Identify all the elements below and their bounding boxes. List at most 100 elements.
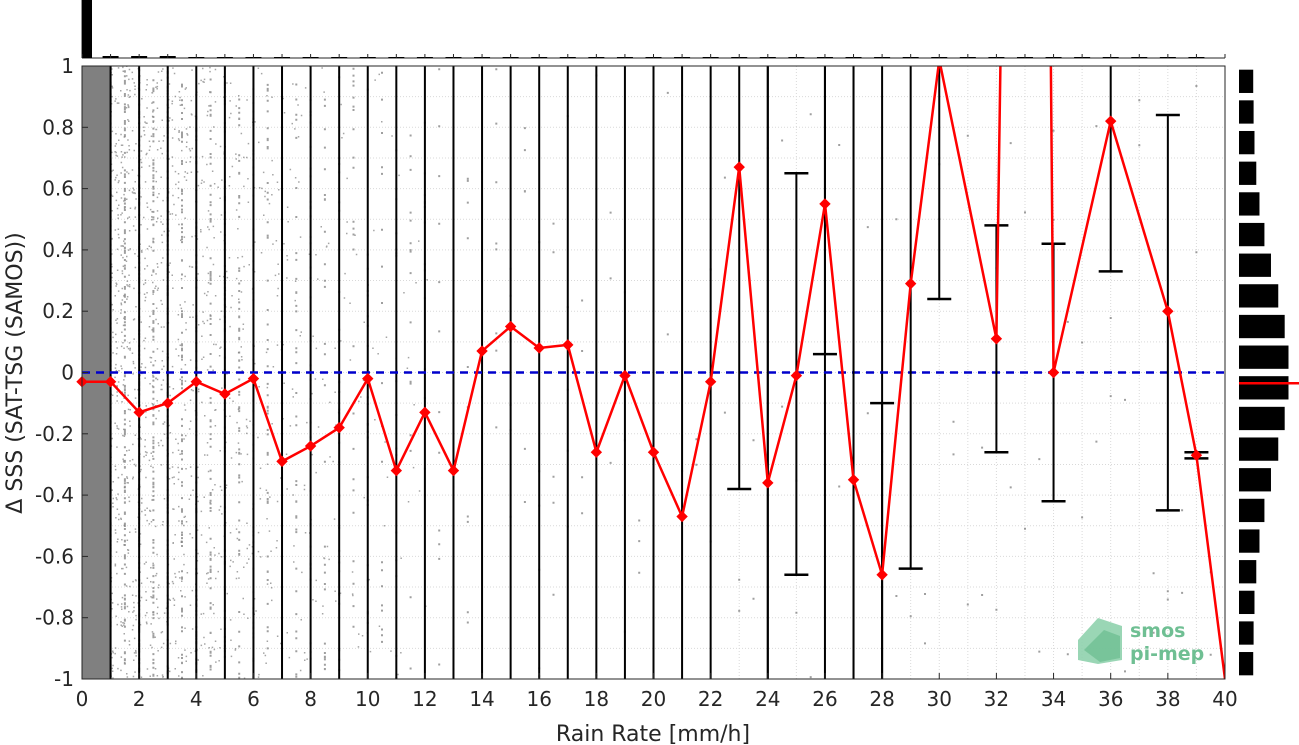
scatter-column bbox=[406, 356, 410, 503]
mean-point bbox=[419, 406, 431, 419]
scatter-column bbox=[952, 420, 955, 456]
mean-point bbox=[1047, 366, 1060, 379]
mean-series bbox=[76, 66, 1225, 679]
x-tick-label: 24 bbox=[755, 687, 780, 711]
scatter-column bbox=[228, 82, 234, 658]
scatter-column bbox=[152, 79, 155, 677]
mean-point bbox=[590, 446, 603, 458]
x-tick-label: 0 bbox=[76, 687, 89, 711]
scatter-column bbox=[177, 90, 183, 677]
scatter-column bbox=[666, 91, 669, 336]
scatter-column bbox=[723, 176, 726, 414]
mean-point bbox=[1104, 115, 1117, 127]
right-histogram-bar bbox=[1239, 253, 1271, 277]
scatter-column bbox=[211, 68, 217, 663]
scatter-column bbox=[1066, 320, 1069, 656]
mean-point bbox=[1190, 449, 1203, 461]
y-tick-label: -0.2 bbox=[35, 422, 74, 446]
scatter-column bbox=[257, 67, 263, 678]
y-tick-label: 0 bbox=[61, 361, 74, 385]
mean-point bbox=[904, 277, 917, 290]
mean-point bbox=[162, 397, 174, 409]
x-tick-label: 18 bbox=[584, 687, 609, 711]
scatter-column bbox=[131, 71, 137, 678]
scatter-column bbox=[609, 211, 612, 464]
scatter-column bbox=[372, 79, 376, 421]
logo-mark-shade bbox=[1084, 630, 1120, 662]
scatter-column bbox=[1009, 142, 1012, 489]
mean-point bbox=[1162, 305, 1174, 317]
scatter-column bbox=[738, 578, 741, 612]
scatter-column bbox=[418, 240, 421, 492]
scatter-column bbox=[581, 299, 584, 515]
scatter-column bbox=[314, 254, 320, 602]
scatter-column bbox=[400, 292, 405, 654]
scatter-column bbox=[1038, 458, 1041, 653]
scatter-column bbox=[838, 144, 841, 488]
scatter-column bbox=[274, 181, 280, 638]
mean-point bbox=[847, 474, 860, 486]
smos-logo: smos pi-mep bbox=[1078, 618, 1204, 665]
scatter-column bbox=[966, 134, 969, 606]
y-tick-label: 0.4 bbox=[42, 238, 74, 262]
scatter-column bbox=[148, 91, 154, 678]
scatter-column bbox=[552, 222, 555, 596]
scatter-column bbox=[1109, 317, 1112, 398]
y-tick-label: 1 bbox=[61, 54, 74, 78]
x-tick-label: 26 bbox=[812, 687, 837, 711]
right-histogram-bar bbox=[1239, 345, 1289, 369]
scatter-column bbox=[323, 98, 326, 671]
scatter-column bbox=[188, 69, 194, 654]
scatter-column bbox=[183, 87, 189, 662]
scatter-column bbox=[1081, 341, 1084, 519]
scatter-column bbox=[412, 281, 417, 469]
right-histogram-bar bbox=[1239, 590, 1255, 615]
right-histogram-bar bbox=[1239, 498, 1265, 523]
scatter-column bbox=[352, 67, 355, 628]
y-tick-label: -0.6 bbox=[35, 544, 74, 568]
x-tick-label: 40 bbox=[1212, 687, 1237, 711]
x-tick-label: 30 bbox=[927, 687, 952, 711]
scatter-column bbox=[349, 302, 354, 597]
scatter-column bbox=[981, 446, 984, 596]
scatter-column bbox=[523, 127, 526, 503]
right-histogram-bar bbox=[1239, 652, 1254, 676]
mean-point bbox=[676, 510, 688, 523]
right-histogram-bar bbox=[1239, 529, 1260, 553]
scatter-column bbox=[245, 99, 251, 619]
scatter-column bbox=[381, 71, 383, 643]
scatter-column bbox=[383, 336, 389, 527]
x-tick-label: 14 bbox=[469, 687, 494, 711]
x-axis-title: Rain Rate [mm/h] bbox=[556, 722, 750, 745]
scatter-column bbox=[297, 104, 303, 672]
y-tick-label: -0.8 bbox=[35, 606, 74, 630]
top-histogram-bar bbox=[82, 0, 93, 58]
mean-point bbox=[190, 375, 203, 388]
scatter-column bbox=[409, 134, 412, 670]
mean-point bbox=[704, 375, 717, 388]
scatter-column bbox=[320, 67, 326, 615]
scatter-column bbox=[495, 68, 498, 429]
right-histogram bbox=[1239, 69, 1299, 676]
mean-point bbox=[133, 406, 145, 419]
scatter-column bbox=[154, 71, 160, 677]
right-histogram-bar bbox=[1239, 192, 1260, 216]
y-axis-title: Δ SSS (SAT-TSG (SAMOS)) bbox=[3, 232, 28, 513]
y-tick-labels: -1 -0.8 -0.6 -0.4 -0.2 0 0.2 0.4 0.6 0.8 1 bbox=[35, 54, 88, 691]
scatter-column bbox=[866, 226, 869, 415]
x-tick-labels: 0 2 4 6 8 10 12 14 16 18 20 22 24 26 28 30 32 34 36 38 40 bbox=[76, 673, 1238, 711]
scatter-column bbox=[291, 83, 297, 563]
x-tick-label: 16 bbox=[526, 687, 551, 711]
mean-point bbox=[104, 375, 117, 388]
scatter-column bbox=[1152, 572, 1155, 634]
right-histogram-bar bbox=[1239, 100, 1254, 124]
scatter-column bbox=[285, 168, 292, 659]
x-tick-label: 38 bbox=[1155, 687, 1180, 711]
scatter-column bbox=[262, 94, 269, 665]
logo-line1: smos bbox=[1130, 620, 1185, 642]
right-histogram-bar bbox=[1239, 69, 1254, 93]
scatter-column bbox=[160, 68, 166, 678]
scatter-column bbox=[1138, 99, 1141, 147]
mean-point bbox=[304, 440, 317, 452]
